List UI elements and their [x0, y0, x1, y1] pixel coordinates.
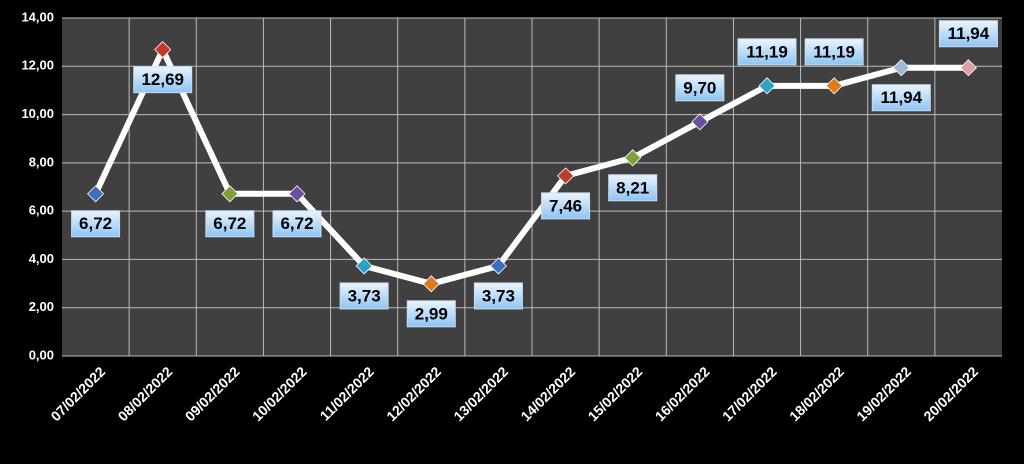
value-label-box — [205, 210, 255, 238]
y-tick-label: 10,00 — [21, 106, 54, 121]
marker — [892, 59, 910, 77]
value-label: 9,70 — [683, 78, 716, 97]
marker — [422, 275, 440, 293]
marker — [87, 185, 105, 203]
line — [92, 46, 969, 287]
marker — [758, 77, 776, 95]
y-tick-label: 2,00 — [29, 299, 54, 314]
y-tick-label: 4,00 — [29, 251, 54, 266]
value-label: 11,19 — [746, 42, 788, 61]
marker — [221, 185, 239, 203]
value-label: 6,72 — [79, 214, 112, 233]
marker — [825, 77, 843, 95]
value-label-box — [737, 38, 797, 66]
marker — [691, 113, 709, 131]
value-label-box — [541, 192, 591, 220]
marker — [557, 167, 575, 185]
value-label-box — [71, 210, 121, 238]
value-label-box — [804, 38, 864, 66]
value-label: 6,72 — [280, 214, 313, 233]
value-label-box — [675, 74, 725, 102]
value-label: 12,69 — [141, 70, 184, 89]
marker — [489, 257, 507, 275]
value-label: 3,73 — [348, 286, 381, 305]
marker — [355, 257, 373, 275]
value-label: 11,19 — [813, 42, 855, 61]
value-label-box — [871, 84, 931, 112]
marker — [959, 59, 977, 77]
marker — [154, 41, 172, 59]
value-label-box — [406, 300, 456, 328]
marker — [288, 185, 306, 203]
value-label: 6,72 — [213, 214, 246, 233]
y-tick-label: 8,00 — [29, 154, 54, 169]
value-label: 2,99 — [415, 304, 448, 323]
y-tick-label: 14,00 — [21, 9, 54, 24]
value-label-box — [608, 174, 658, 202]
value-label-box — [473, 282, 523, 310]
value-label: 11,94 — [948, 24, 990, 43]
y-tick-label: 6,00 — [29, 203, 54, 218]
y-tick-label: 12,00 — [21, 58, 54, 73]
value-label-box — [938, 20, 998, 48]
value-label: 11,94 — [880, 88, 922, 107]
value-label-box — [339, 282, 389, 310]
marker — [624, 149, 642, 167]
value-label-box — [272, 210, 322, 238]
value-label: 7,46 — [549, 196, 582, 215]
value-label-box — [133, 66, 193, 94]
value-label: 3,73 — [482, 286, 515, 305]
y-tick-label: 0,00 — [29, 347, 54, 362]
value-label: 8,21 — [616, 178, 649, 197]
